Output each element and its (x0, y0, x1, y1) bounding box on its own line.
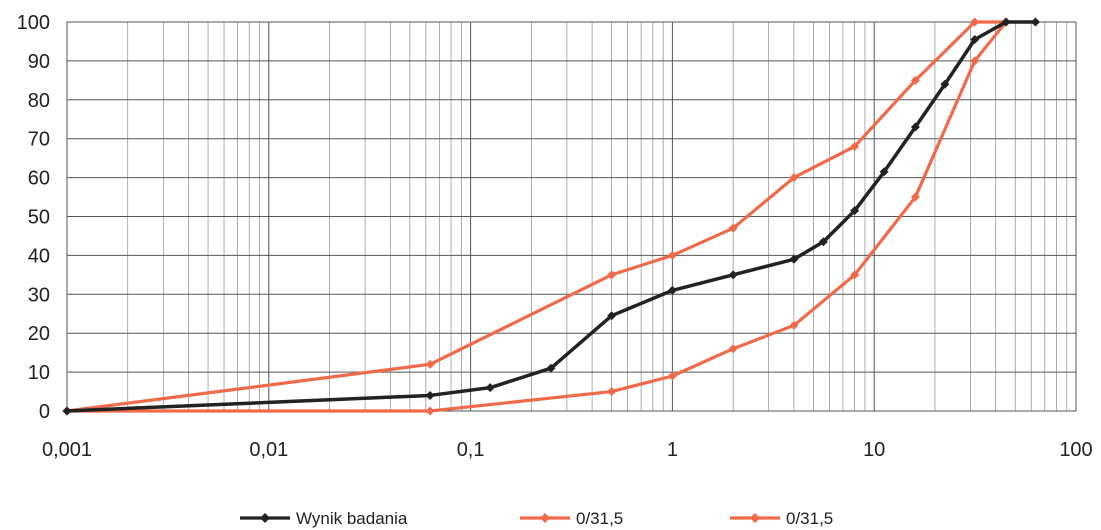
x-tick-label: 1 (667, 439, 678, 461)
grid (66, 21, 1077, 412)
data-point (970, 17, 980, 27)
legend-label: 0/31,5 (786, 509, 833, 528)
y-tick-label: 70 (28, 129, 50, 151)
data-point (728, 270, 738, 280)
x-tick-label: 100 (1059, 439, 1092, 461)
data-point (607, 311, 617, 321)
x-axis-ticks: 0,001 0,01 0,1 1 10 100 (42, 439, 1093, 461)
data-point (789, 254, 799, 264)
data-point (546, 363, 556, 373)
legend-label: 0/31,5 (576, 509, 623, 528)
data-point (425, 390, 435, 400)
data-point (62, 406, 72, 416)
y-tick-label: 40 (28, 245, 50, 267)
y-tick-label: 50 (28, 207, 50, 229)
legend-label: Wynik badania (296, 509, 408, 528)
legend: Wynik badania 0/31,5 0/31,5 (240, 509, 833, 528)
series-line (66, 20, 1007, 413)
y-tick-label: 30 (28, 284, 50, 306)
y-tick-label: 80 (28, 90, 50, 112)
series-1 (62, 17, 1041, 416)
x-tick-label: 0,01 (249, 439, 288, 461)
x-tick-label: 10 (863, 439, 885, 461)
x-tick-label: 0,001 (42, 439, 92, 461)
plot-border (66, 21, 1077, 412)
y-tick-label: 20 (28, 323, 50, 345)
data-point (910, 122, 920, 132)
legend-marker (750, 513, 760, 523)
y-tick-label: 100 (17, 12, 50, 34)
data-point (607, 387, 617, 397)
x-tick-label: 0,1 (457, 439, 485, 461)
data-point (667, 371, 677, 381)
data-point (910, 75, 920, 85)
series-line (66, 20, 1036, 413)
data-point (728, 223, 738, 233)
data-point (728, 344, 738, 354)
legend-item: 0/31,5 (520, 509, 623, 528)
data-point (850, 141, 860, 151)
data-point (940, 79, 950, 89)
data-point (879, 167, 889, 177)
data-point (910, 192, 920, 202)
y-axis-ticks: 0 10 20 30 40 50 60 70 80 90 100 (17, 12, 50, 423)
data-point (425, 359, 435, 369)
y-tick-label: 90 (28, 51, 50, 73)
y-tick-label: 0 (39, 401, 50, 423)
data-series (62, 17, 1041, 416)
data-point (485, 383, 495, 393)
data-point (850, 206, 860, 216)
data-point (425, 406, 435, 416)
data-point (818, 237, 828, 247)
data-point (970, 56, 980, 66)
legend-marker (540, 513, 550, 523)
data-point (970, 35, 980, 45)
data-point (850, 270, 860, 280)
legend-marker (260, 513, 270, 523)
legend-item: Wynik badania (240, 509, 408, 528)
data-point (1031, 17, 1041, 27)
data-point (667, 250, 677, 260)
data-point (789, 320, 799, 330)
y-tick-label: 10 (28, 362, 50, 384)
data-point (667, 285, 677, 295)
data-point (607, 270, 617, 280)
legend-item: 0/31,5 (730, 509, 833, 528)
data-point (1001, 17, 1011, 27)
series-line (67, 20, 1008, 413)
data-point (789, 173, 799, 183)
y-tick-label: 60 (28, 168, 50, 190)
